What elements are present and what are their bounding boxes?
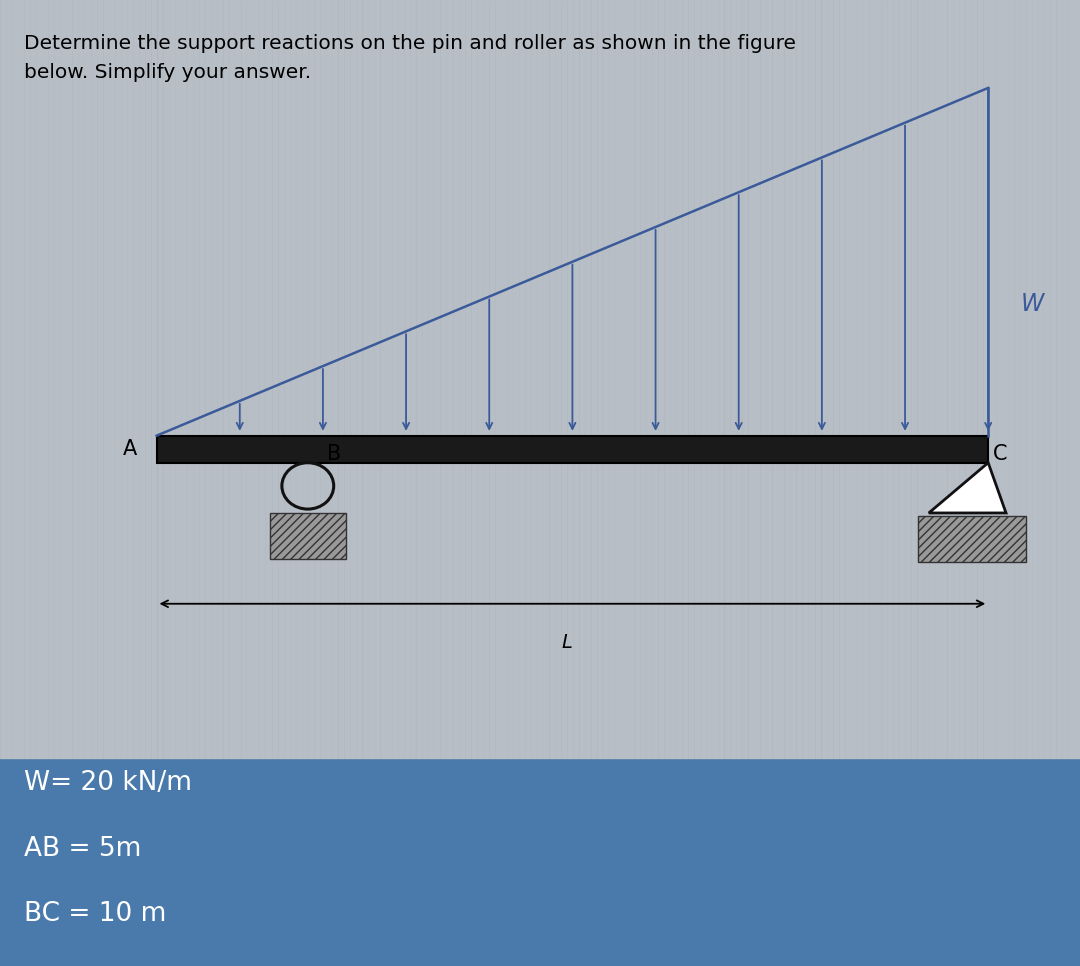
Text: C: C	[993, 444, 1007, 464]
Text: B: B	[327, 444, 341, 464]
Bar	[0, 0, 1080, 758]
Text: L: L	[562, 633, 572, 652]
Text: Determine the support reactions on the pin and roller as shown in the figure: Determine the support reactions on the p…	[24, 34, 796, 53]
Bar	[0, 758, 1080, 966]
Text: below. Simplify your answer.: below. Simplify your answer.	[24, 63, 311, 82]
Bar	[270, 513, 346, 559]
Text: A: A	[123, 440, 137, 459]
Bar	[157, 436, 988, 463]
Text: W: W	[1021, 293, 1044, 316]
Bar	[918, 516, 1026, 562]
Text: W= 20 kN/m: W= 20 kN/m	[24, 770, 192, 796]
Text: AB = 5m: AB = 5m	[24, 836, 141, 862]
Polygon shape	[929, 463, 1007, 513]
Text: BC = 10 m: BC = 10 m	[24, 901, 166, 927]
